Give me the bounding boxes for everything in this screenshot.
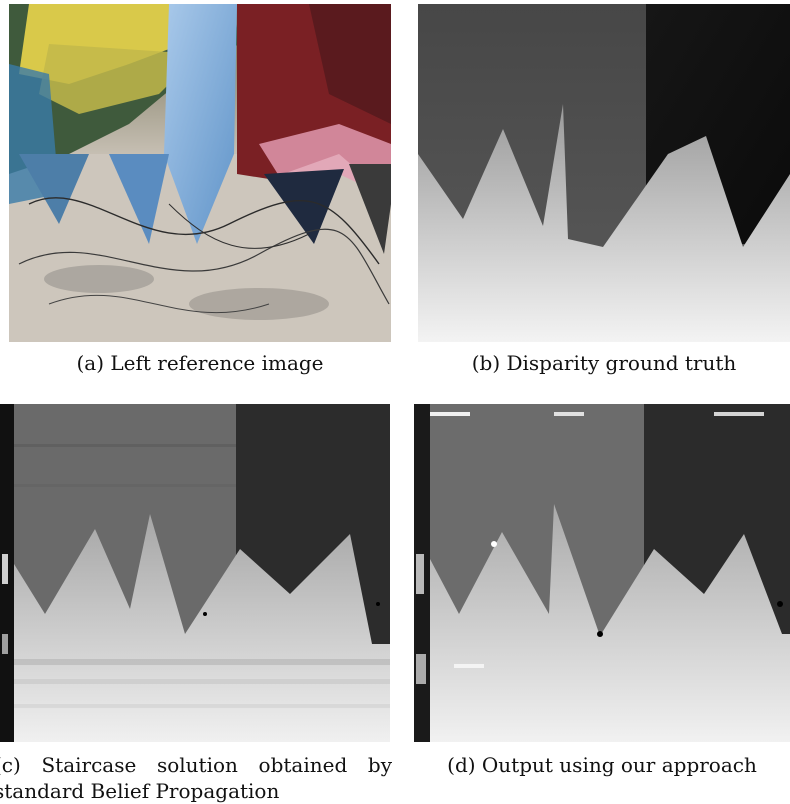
caption-c: (c) Staircase solution obtained by stand… [0, 753, 392, 803]
caption-a: (a) Left reference image [76, 351, 324, 375]
caption-d: (d) Output using our approach [447, 753, 757, 777]
left-reference-image-art [9, 4, 391, 342]
disparity-ground-truth-map [418, 4, 790, 342]
panel-b-disparity-ground-truth [418, 4, 790, 342]
staircase-solution-map [0, 404, 390, 742]
caption-b: (b) Disparity ground truth [471, 351, 737, 375]
panel-d-output-our-approach [414, 404, 790, 742]
our-approach-output-map [414, 404, 790, 742]
panel-a-left-reference-image [9, 4, 391, 342]
panel-c-staircase-solution [0, 404, 390, 742]
